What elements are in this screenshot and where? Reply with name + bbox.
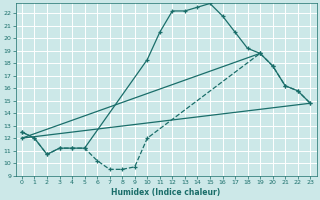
X-axis label: Humidex (Indice chaleur): Humidex (Indice chaleur) — [111, 188, 221, 197]
